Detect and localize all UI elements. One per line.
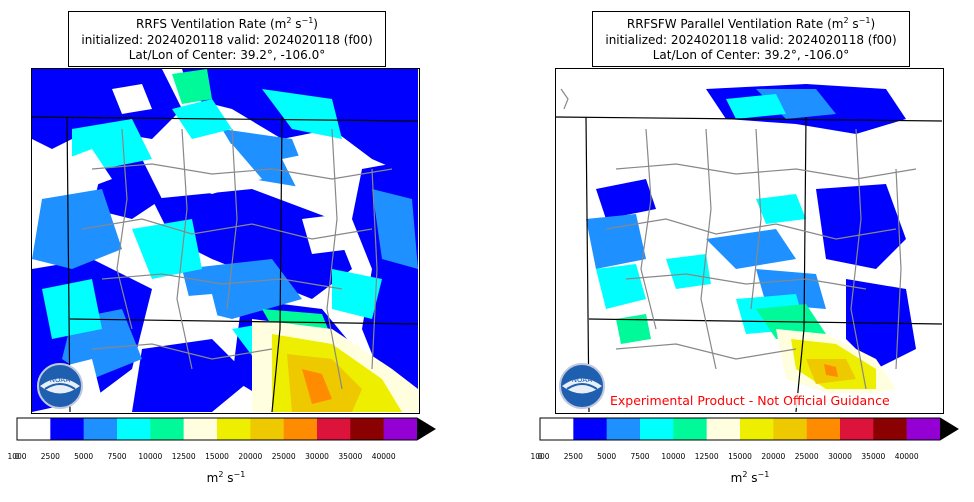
colorbar-swatch (840, 418, 874, 440)
colorbar-tick-label: 30000 (305, 452, 329, 461)
colorbar-tick-label: 40000 (371, 452, 396, 461)
colorbar-swatch (83, 418, 118, 440)
colorbar-swatch (217, 418, 251, 440)
colorbar-tick-label: 2500 (40, 452, 60, 461)
map-panel-rrfs: RRFS Ventilation Rate (m2 s−1) initializ… (7, 11, 436, 485)
colorbar-swatches (539, 417, 959, 441)
map-title: RRFS Ventilation Rate (m2 s−1) (136, 16, 318, 31)
colorbar-swatch (150, 418, 184, 440)
colorbar-extend-arrow (940, 418, 958, 440)
svg-text:NOAA: NOAA (50, 376, 71, 384)
colorbar-swatch (283, 418, 318, 440)
colorbar-swatch (906, 418, 941, 440)
colorbar-tick-label: 0 (537, 452, 543, 461)
colorbar-tick-label: 1000 (530, 452, 550, 461)
map-center-latlon: Lat/Lon of Center: 39.2°, -106.0° (128, 48, 326, 62)
colorbar-tick-label: 10000 (661, 452, 686, 461)
colorbar-swatch (183, 418, 218, 440)
colorbar-tick-label: 25000 (794, 452, 819, 461)
colorbar-tick-label: 10000 (138, 452, 163, 461)
colorbar-tick-label: 5000 (597, 452, 617, 461)
colorbar-tick-label: 35000 (861, 452, 886, 461)
colorbar-swatch (606, 418, 641, 440)
colorbar-tick-label: 25000 (271, 452, 296, 461)
colorbar-outline (539, 417, 959, 441)
colorbar-tick-label: 1000 (7, 452, 27, 461)
colorbar-tick-label: 35000 (338, 452, 363, 461)
map-title-box: RRFS Ventilation Rate (m2 s−1) initializ… (68, 11, 386, 67)
colorbar-tick-label: 30000 (828, 452, 852, 461)
colorbar-tick-label: 0 (14, 452, 20, 461)
map-area: NOAA Experimental Product - Not Official… (555, 68, 944, 414)
colorbar-tick-label: 7500 (107, 452, 127, 461)
colorbar-swatch (640, 418, 674, 440)
colorbar-tick-label: 40000 (894, 452, 919, 461)
colorbar-swatch (383, 418, 418, 440)
colorbar (16, 417, 436, 441)
colorbar-outline (16, 417, 436, 441)
map-title: RRFSFW Parallel Ventilation Rate (m2 s−1… (626, 16, 876, 31)
colorbar-tick-label: 20000 (761, 452, 786, 461)
colorbar-tick-label: 5000 (74, 452, 94, 461)
colorbar-swatch (873, 418, 907, 440)
colorbar-swatch (573, 418, 607, 440)
colorbar-unit-label: m2 s−1 (206, 470, 246, 485)
colorbar-tick-label: 15000 (728, 452, 752, 461)
colorbar-unit-label: m2 s−1 (730, 470, 770, 485)
map-center-latlon: Lat/Lon of Center: 39.2°, -106.0° (652, 48, 850, 62)
colorbar-swatch (806, 418, 841, 440)
colorbar-swatch (317, 418, 351, 440)
colorbar-swatch (773, 418, 807, 440)
colorbar-swatch (50, 418, 84, 440)
colorbar-tick-label: 20000 (238, 452, 263, 461)
svg-text:NOAA: NOAA (572, 376, 593, 384)
map-panel-rrfsfw: RRFSFW Parallel Ventilation Rate (m2 s−1… (487, 0, 974, 502)
colorbar (539, 417, 959, 441)
colorbar-tick-label: 12500 (171, 452, 196, 461)
colorbar-swatch (740, 418, 774, 440)
colorbar-swatch (17, 418, 51, 440)
noaa-logo: NOAA (37, 363, 83, 409)
colorbar-swatch (250, 418, 284, 440)
colorbar-swatch (706, 418, 741, 440)
experimental-disclaimer: Experimental Product - Not Official Guid… (608, 393, 892, 408)
map-title-box: RRFSFW Parallel Ventilation Rate (m2 s−1… (592, 11, 910, 67)
colorbar-swatch (117, 418, 151, 440)
colorbar-swatch (673, 418, 707, 440)
ventilation-field (32, 69, 418, 412)
colorbar-swatch (350, 418, 384, 440)
colorbar-tick-label: 7500 (630, 452, 650, 461)
colorbar-tick-label: 12500 (694, 452, 719, 461)
colorbar-swatches (16, 417, 436, 441)
colorbar-tick-label: 2500 (563, 452, 583, 461)
map-area: NOAA (31, 68, 420, 414)
map-valid-time: initialized: 2024020118 valid: 202402011… (81, 32, 373, 47)
noaa-logo: NOAA (559, 363, 605, 409)
map-valid-time: initialized: 2024020118 valid: 202402011… (605, 32, 897, 47)
ventilation-field (556, 84, 942, 412)
colorbar-extend-arrow (417, 418, 435, 440)
colorbar-tick-label: 15000 (205, 452, 229, 461)
colorbar-swatch (540, 418, 574, 440)
